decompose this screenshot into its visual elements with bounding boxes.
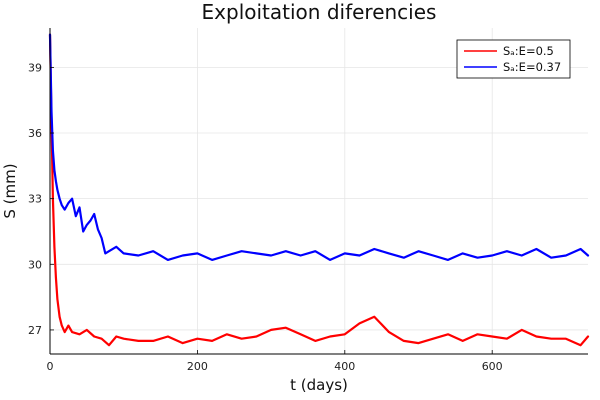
y-tick-label: 36: [28, 127, 42, 140]
y-tick-label: 39: [28, 61, 42, 74]
series-line-2: [48, 33, 590, 261]
legend-box: [456, 39, 571, 79]
legend: Sₐ:E=0.5 Sₐ:E=0.37: [456, 39, 571, 79]
x-tick-label: 400: [334, 360, 355, 373]
x-tick-label: 200: [187, 360, 208, 373]
ticks: 0 200 400 600 27 30 33 36 39: [28, 61, 503, 373]
y-tick-label: 33: [28, 193, 42, 206]
series-line-1: [48, 33, 590, 347]
series-layer: [48, 33, 590, 347]
axes: [49, 28, 588, 355]
y-tick-label: 27: [28, 324, 42, 337]
x-tick-label: 0: [47, 360, 54, 373]
y-axis-title: S (mm): [1, 163, 19, 218]
y-tick-label: 30: [28, 258, 42, 271]
legend-label-series-2: Sₐ:E=0.37: [503, 60, 561, 74]
x-axis-title: t (days): [290, 376, 348, 394]
legend-label-series-1: Sₐ:E=0.5: [503, 44, 554, 58]
chart-title: Exploitation diferencies: [202, 0, 437, 24]
x-tick-label: 600: [482, 360, 503, 373]
